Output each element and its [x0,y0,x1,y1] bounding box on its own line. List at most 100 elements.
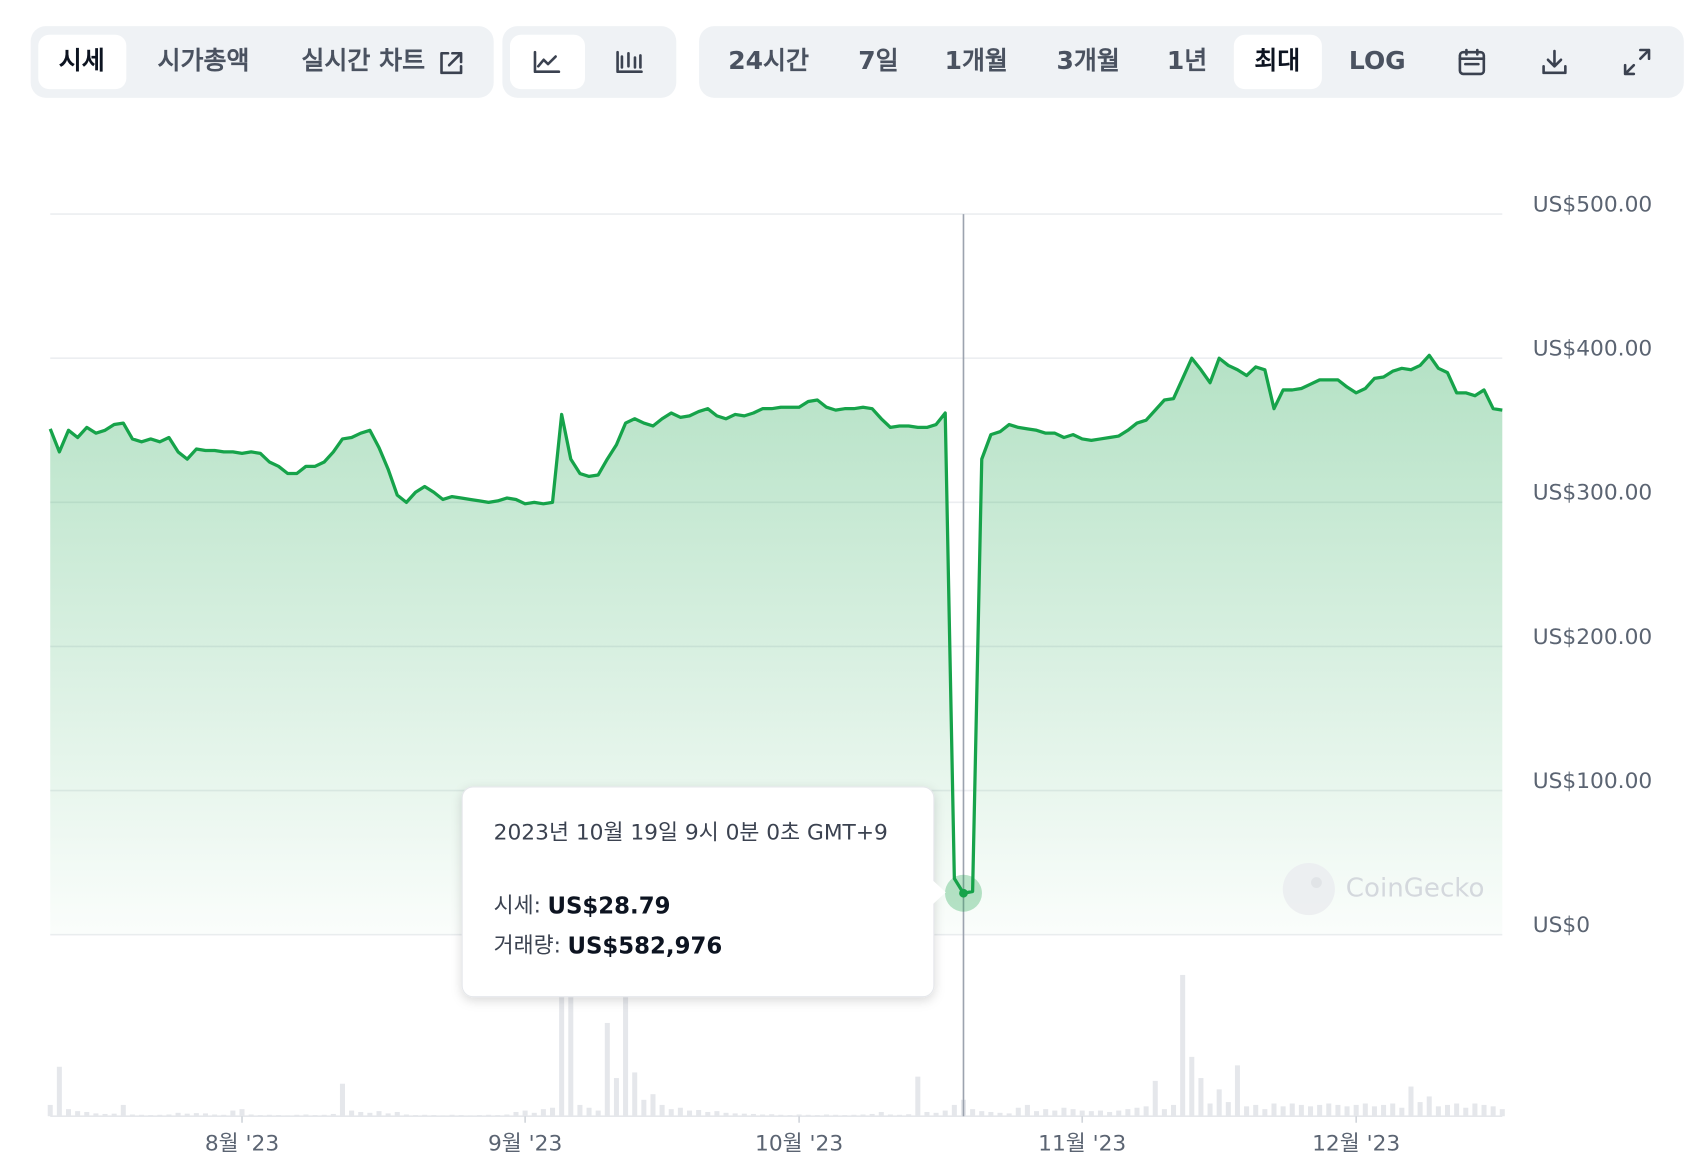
tab-live-chart[interactable]: 실시간 차트 [301,46,425,75]
volume-bar [641,1099,647,1117]
volume-bar [65,1109,72,1117]
volume-bar [714,1111,720,1117]
volume-bar [632,1072,638,1117]
volume-bar [1097,1110,1103,1117]
line-chart-icon[interactable] [533,50,561,74]
range-24h[interactable]: 24시간 [728,46,809,75]
range-3m[interactable]: 3개월 [1057,46,1120,75]
volume-bar [358,1111,364,1117]
tooltip-date: 2023년 10월 19일 9시 0분 0초 GMT+9 [494,821,888,846]
hover-dot [959,888,968,898]
volume-bar [559,989,565,1117]
volume-bar [1171,1104,1177,1117]
watermark: CoinGecko [1282,862,1484,916]
volume-bar [1399,1107,1405,1117]
tab-price[interactable]: 시세 [59,46,105,75]
tooltip-price-value: US$28.79 [547,893,670,919]
range-1m[interactable]: 1개월 [945,46,1008,75]
volume-bar [951,1104,957,1117]
volume-bar [595,1110,601,1117]
volume-bar [1134,1107,1140,1117]
volume-bar [1344,1106,1350,1117]
volume-bar [860,1114,866,1117]
volume-bar [1216,1089,1222,1117]
volume-bar [102,1113,108,1117]
plot-area: US$0 US$100.00 US$200.00 US$300.00 US$400.00… [47,192,1653,1156]
volume-bar [668,1109,674,1117]
volume-bar [339,1083,345,1117]
toolbar: 시세 시가총액 실시간 차트 24시간 7일 1개월 3개월 1년 최대 LOG [30,26,1684,98]
volume-bar [1308,1106,1314,1117]
tooltip-volume-value: US$582,976 [567,933,722,959]
volume-bar [1143,1106,1149,1117]
volume-bar [1381,1104,1387,1117]
volume-bar [604,1022,610,1117]
volume-bar [504,1114,510,1117]
volume-bar [1499,1109,1505,1117]
x-tick-label: 9월 '23 [488,1131,562,1156]
volume-bar [1490,1106,1496,1117]
range-7d[interactable]: 7일 [858,46,898,75]
volume-bar [1417,1102,1423,1117]
range-max[interactable]: 최대 [1254,46,1300,75]
volume-bar [878,1111,884,1117]
volume-bar [933,1112,939,1117]
volume-bar [988,1111,994,1117]
volume-bar [613,1078,619,1117]
volume-bar [1107,1111,1113,1117]
volume-bar [869,1113,875,1117]
volume-bar [796,1114,802,1117]
tab-market-cap[interactable]: 시가총액 [158,46,250,75]
volume-bar [1353,1104,1359,1117]
volume-bar [1034,1111,1040,1117]
volume-bar [1298,1104,1304,1117]
volume-bar [1289,1103,1295,1117]
candle-chart-icon[interactable] [616,50,643,74]
volume-bar [1371,1106,1377,1117]
range-1y[interactable]: 1년 [1167,46,1207,75]
volume-bar [513,1111,519,1117]
volume-bar [93,1113,99,1117]
volume-bar [111,1113,117,1117]
volume-bar [522,1110,528,1117]
volume-bar [1244,1106,1250,1117]
volume-bar [376,1111,382,1117]
volume-bar [659,1104,665,1117]
volume-bar [696,1110,702,1117]
volume-bar [230,1110,236,1117]
download-icon[interactable] [1542,49,1567,75]
y-tick-label: US$300.00 [1533,481,1653,506]
volume-bar [1180,974,1186,1117]
fullscreen-icon[interactable] [1623,48,1651,76]
volume-bar [84,1111,90,1117]
external-link-icon [440,51,463,75]
y-tick-label: US$0 [1533,913,1590,938]
tab-group [30,26,494,98]
y-tick-label: US$500.00 [1533,192,1653,217]
x-tick-label: 12월 '23 [1312,1131,1400,1156]
volume-bar [623,994,629,1117]
tooltip: 2023년 10월 19일 9시 0분 0초 GMT+9 시세: US$28.79… [461,786,946,998]
volume-bar [202,1113,208,1117]
x-tick-label: 10월 '23 [755,1131,843,1156]
tooltip-box [461,786,935,998]
volume-bar [1234,1065,1240,1117]
volume-bar [1015,1107,1021,1117]
calendar-icon[interactable] [1458,48,1486,76]
hover-layer [945,214,982,1117]
volume-bar [723,1112,729,1117]
volume-bar [184,1113,190,1117]
range-log[interactable]: LOG [1349,46,1406,75]
volume-bar [1207,1103,1213,1117]
volume-bar [1198,1078,1204,1117]
volume-bar [769,1114,775,1117]
volume-bar [1454,1103,1460,1117]
volume-bar [760,1114,766,1117]
volume-bar [550,1107,556,1117]
volume-bar [166,1114,172,1117]
volume-bar [1335,1104,1341,1117]
range-group [699,26,1684,98]
volume-bar [1253,1104,1259,1117]
